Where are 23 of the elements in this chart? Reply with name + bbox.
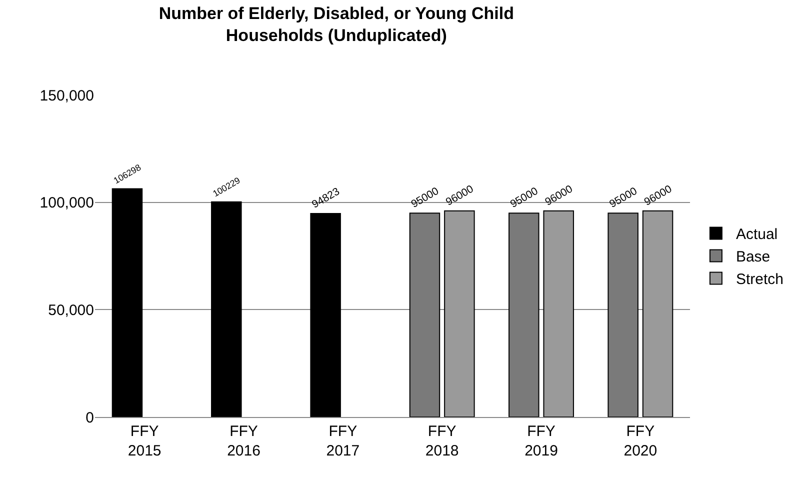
x-tick-label: FFY 2019 [524, 423, 558, 460]
y-tick-label: 150,000 [40, 87, 94, 104]
y-tick-label: 0 [86, 409, 94, 426]
bar [642, 210, 674, 417]
x-tick-label: FFY 2020 [624, 423, 658, 460]
legend-label: Actual [736, 226, 778, 244]
bar [543, 210, 574, 417]
x-tick-label: FFY 2017 [326, 423, 360, 460]
bar [508, 212, 540, 417]
x-tick-label: FFY 2018 [425, 423, 459, 460]
y-tick-label: 50,000 [48, 302, 94, 319]
legend-label: Base [736, 248, 770, 266]
legend-label: Stretch [736, 271, 784, 288]
chart-title: Number of Elderly, Disabled, or Young Child Households (Unduplicated) [158, 4, 514, 46]
bar [112, 188, 143, 417]
bar [310, 212, 341, 417]
x-tick-label: FFY 2015 [128, 423, 162, 460]
bar [211, 201, 242, 417]
y-tick-label: 100,000 [40, 194, 94, 212]
x-tick-label: FFY 2016 [227, 423, 260, 460]
bar [444, 210, 475, 417]
bar [409, 212, 440, 417]
bar [608, 212, 638, 417]
